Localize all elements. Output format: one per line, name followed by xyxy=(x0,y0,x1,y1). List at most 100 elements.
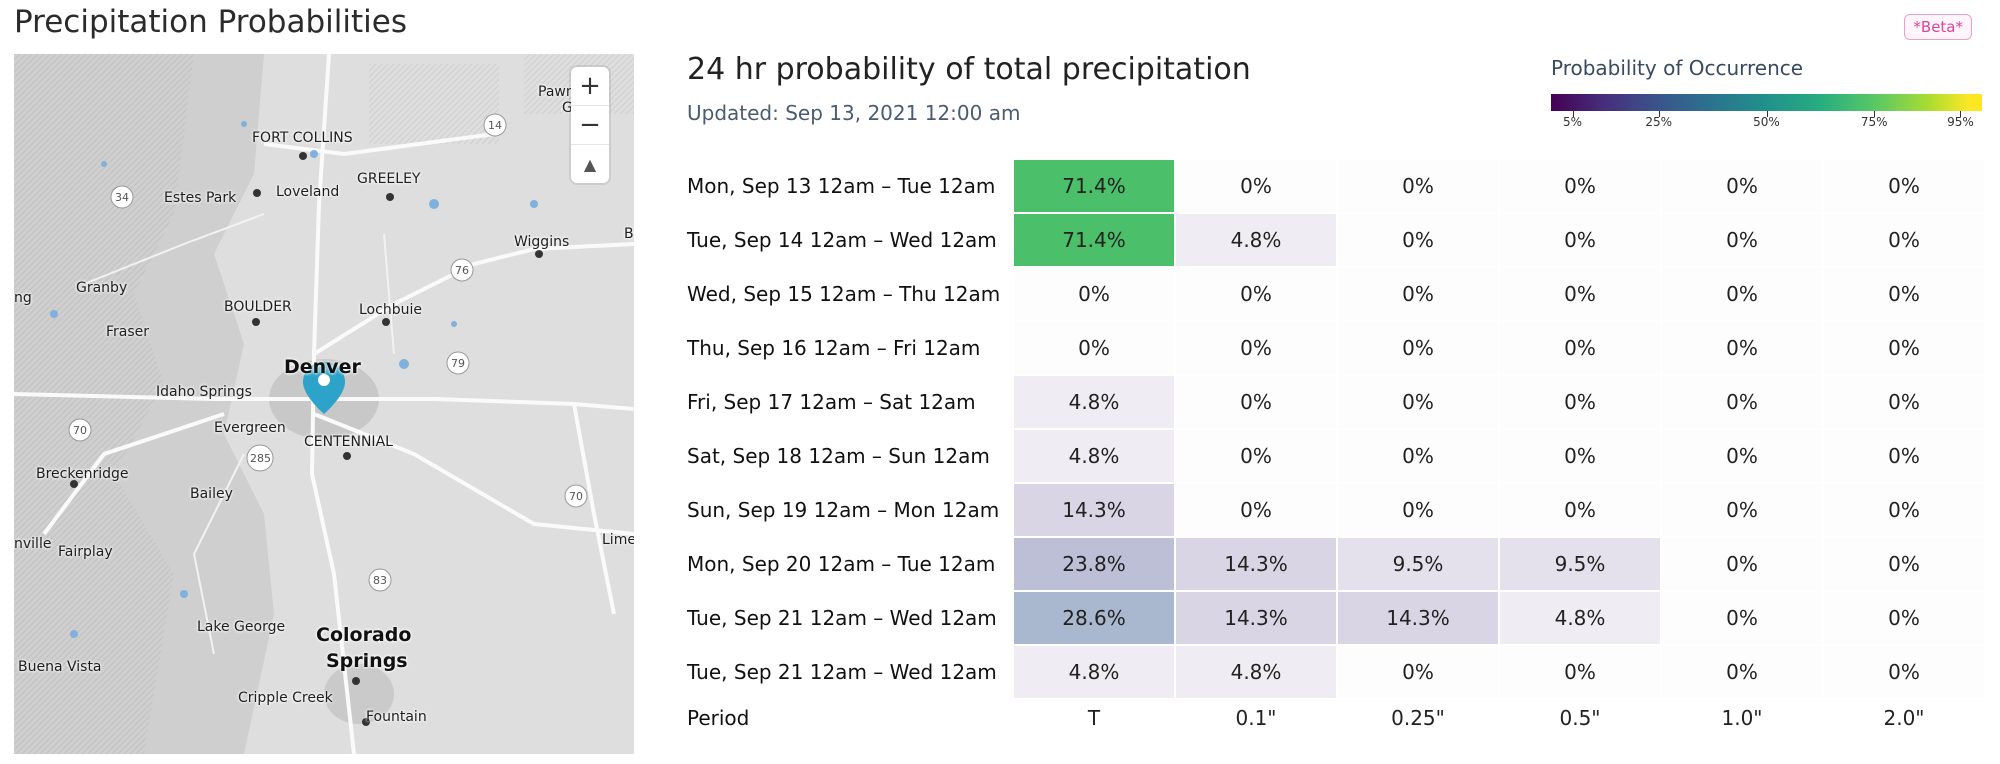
column-header: 0.5" xyxy=(1559,706,1601,730)
probability-cell: 4.8% xyxy=(1014,430,1174,482)
highway-shield-70-east: 70 xyxy=(569,490,583,503)
probability-cell: 0% xyxy=(1662,592,1822,644)
probability-cell: 0% xyxy=(1014,268,1174,320)
probability-cell: 28.6% xyxy=(1014,592,1174,644)
probability-cell: 0% xyxy=(1662,160,1822,212)
legend-tick xyxy=(1658,111,1660,117)
map-label-ng: ng xyxy=(14,290,32,306)
probability-cell: 0% xyxy=(1338,376,1498,428)
legend-tick-label: 50% xyxy=(1753,115,1780,129)
legend-title: Probability of Occurrence xyxy=(1551,56,1804,80)
probability-table: Mon, Sep 13 12am – Tue 12am 71.4% 0% 0% 0% 0%… xyxy=(683,158,1986,738)
map-label-colorado: Colorado xyxy=(316,624,412,646)
highway-shield-76: 76 xyxy=(455,264,469,277)
probability-cell: 0% xyxy=(1662,214,1822,266)
probability-cell: 0% xyxy=(1500,484,1660,536)
map-label-granby: Granby xyxy=(76,280,128,296)
probability-cell: 0% xyxy=(1662,646,1822,698)
map-label-fairplay: Fairplay xyxy=(58,544,113,560)
legend-tick-label: 25% xyxy=(1645,115,1673,129)
period-label: Wed, Sep 15 12am – Thu 12am xyxy=(687,282,1001,306)
location-pin-icon[interactable] xyxy=(303,362,345,414)
probability-cell: 0% xyxy=(1338,214,1498,266)
probability-cell: 14.3% xyxy=(1338,592,1498,644)
updated-timestamp: Updated: Sep 13, 2021 12:00 am xyxy=(687,101,1021,125)
map-label-lime: Lime xyxy=(602,532,634,548)
column-header: 1.0" xyxy=(1721,706,1763,730)
zoom-out-button[interactable]: − xyxy=(571,106,609,145)
period-label: Mon, Sep 13 12am – Tue 12am xyxy=(687,174,996,198)
map-label-lochbuie: Lochbuie xyxy=(359,302,422,318)
map-label-cripple-creek: Cripple Creek xyxy=(238,690,333,706)
probability-cell: 0% xyxy=(1662,322,1822,374)
map-label-b: B xyxy=(624,226,634,242)
probability-cell: 0% xyxy=(1662,484,1822,536)
probability-cell: 0% xyxy=(1662,538,1822,590)
probability-cell: 0% xyxy=(1176,322,1336,374)
probability-cell: 0% xyxy=(1338,322,1498,374)
probability-cell: 0% xyxy=(1662,430,1822,482)
legend-tick xyxy=(1960,111,1962,117)
beta-badge: *Beta* xyxy=(1904,14,1972,40)
map-label-fraser: Fraser xyxy=(106,324,150,340)
table-row: Thu, Sep 16 12am – Fri 12am 0% 0% 0% 0% 0% 0% xyxy=(685,322,1984,374)
table-row: Wed, Sep 15 12am – Thu 12am 0% 0% 0% 0% 0% 0% xyxy=(685,268,1984,320)
legend-tick-label: 75% xyxy=(1860,115,1888,129)
probability-cell: 0% xyxy=(1500,214,1660,266)
legend-tick xyxy=(1874,111,1876,117)
legend-tick-label: 95% xyxy=(1947,115,1974,129)
highway-shield-34: 34 xyxy=(115,191,129,204)
map-label-denver: Denver xyxy=(284,356,361,378)
map-label-evergreen: Evergreen xyxy=(214,420,286,436)
column-header: 2.0" xyxy=(1883,706,1925,730)
probability-cell: 0% xyxy=(1824,592,1984,644)
period-label: Thu, Sep 16 12am – Fri 12am xyxy=(687,336,981,360)
map-label-fort-collins: FORT COLLINS xyxy=(252,130,353,146)
map-label-bailey: Bailey xyxy=(190,486,233,502)
probability-cell: 14.3% xyxy=(1014,484,1174,536)
table-row: Sat, Sep 18 12am – Sun 12am 4.8% 0% 0% 0% 0% 0… xyxy=(685,430,1984,482)
probability-cell: 0% xyxy=(1176,160,1336,212)
period-label: Sat, Sep 18 12am – Sun 12am xyxy=(687,444,990,468)
probability-cell: 23.8% xyxy=(1014,538,1174,590)
column-header: 0.1" xyxy=(1235,706,1277,730)
probability-cell: 0% xyxy=(1824,538,1984,590)
probability-cell: 0% xyxy=(1338,484,1498,536)
map-label-wiggins: Wiggins xyxy=(514,234,570,250)
period-label: Tue, Sep 14 12am – Wed 12am xyxy=(687,228,997,252)
probability-cell: 0% xyxy=(1014,322,1174,374)
table-row: Mon, Sep 13 12am – Tue 12am 71.4% 0% 0% 0% 0%… xyxy=(685,160,1984,212)
probability-cell: 0% xyxy=(1176,430,1336,482)
map-label-fountain: Fountain xyxy=(366,709,427,725)
compass-icon[interactable]: ▲ xyxy=(583,154,597,174)
map[interactable]: FORT COLLINS GREELEY Estes Park Loveland… xyxy=(14,54,634,754)
probability-cell: 0% xyxy=(1824,214,1984,266)
map-label-buena-vista: Buena Vista xyxy=(18,659,102,675)
probability-cell: 4.8% xyxy=(1500,592,1660,644)
probability-cell: 71.4% xyxy=(1014,160,1174,212)
probability-cell: 0% xyxy=(1176,268,1336,320)
map-label-centennial: CENTENNIAL xyxy=(304,434,393,450)
table-row: Fri, Sep 17 12am – Sat 12am 4.8% 0% 0% 0% 0% 0… xyxy=(685,376,1984,428)
probability-cell: 0% xyxy=(1662,268,1822,320)
probability-cell: 4.8% xyxy=(1014,646,1174,698)
column-header: T xyxy=(1087,706,1101,730)
legend-tick-label: 5% xyxy=(1563,115,1583,129)
probability-cell: 4.8% xyxy=(1014,376,1174,428)
map-label-nville: nville xyxy=(14,536,52,552)
table-row: Tue, Sep 21 12am – Wed 12am 28.6% 14.3% 14.… xyxy=(685,592,1984,644)
probability-cell: 0% xyxy=(1338,430,1498,482)
table-row: Tue, Sep 21 12am – Wed 12am 4.8% 4.8% 0% 0% 0… xyxy=(685,646,1984,698)
zoom-in-button[interactable]: + xyxy=(571,67,609,106)
probability-cell: 0% xyxy=(1500,430,1660,482)
table-footer: Period T 0.1" 0.25" 0.5" 1.0" 2.0" xyxy=(685,700,1984,736)
page-title: Precipitation Probabilities xyxy=(14,4,407,40)
chart-title: 24 hr probability of total precipitation xyxy=(687,52,1251,87)
table-row: Mon, Sep 20 12am – Tue 12am 23.8% 14.3% 9.5… xyxy=(685,538,1984,590)
probability-cell: 9.5% xyxy=(1500,538,1660,590)
probability-cell: 0% xyxy=(1824,484,1984,536)
probability-cell: 0% xyxy=(1824,646,1984,698)
footer-period-label: Period xyxy=(687,706,750,730)
table-row: Tue, Sep 14 12am – Wed 12am 71.4% 4.8% 0% 0%… xyxy=(685,214,1984,266)
probability-cell: 14.3% xyxy=(1176,592,1336,644)
